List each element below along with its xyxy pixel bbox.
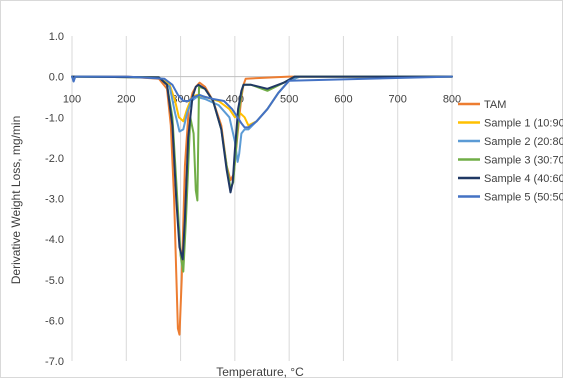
legend-label: TAM <box>484 99 506 111</box>
series-line-5 <box>71 75 453 261</box>
y-axis-title: Derivative Weight Loss, mg/min <box>9 116 23 285</box>
y-tick-label: -7.0 <box>45 356 64 368</box>
y-tick-label: 0.0 <box>49 72 64 84</box>
x-tick-label: 500 <box>280 94 298 106</box>
y-tick-label: 1.0 <box>49 31 64 43</box>
x-tick-label: 200 <box>117 94 135 106</box>
y-tick-label: -1.0 <box>45 112 64 124</box>
x-tick-label: 700 <box>389 94 407 106</box>
legend-label: Sample 3 (30:70) <box>484 155 563 167</box>
x-axis-title: Temperature, °C <box>216 365 304 378</box>
series-lines <box>71 75 453 336</box>
y-tick-label: -5.0 <box>45 275 64 287</box>
x-tick-label: 600 <box>334 94 352 106</box>
legend-label: Sample 4 (40:60) <box>484 173 563 185</box>
series-line-6 <box>71 75 453 129</box>
legend: TAM Sample 1 (10:90) Sample 2 (20:80) Sampl… <box>458 99 563 204</box>
y-tick-label: -3.0 <box>45 194 64 206</box>
legend-label: Sample 2 (20:80) <box>484 136 563 148</box>
y-tick-label: -2.0 <box>45 153 64 165</box>
y-tick-label: -6.0 <box>45 315 64 327</box>
y-tick-label: -4.0 <box>45 234 64 246</box>
x-tick-label: 800 <box>443 94 461 106</box>
legend-label: Sample 1 (10:90) <box>484 118 563 130</box>
legend-label: Sample 5 (50:50) <box>484 192 563 204</box>
x-tick-label: 100 <box>63 94 81 106</box>
